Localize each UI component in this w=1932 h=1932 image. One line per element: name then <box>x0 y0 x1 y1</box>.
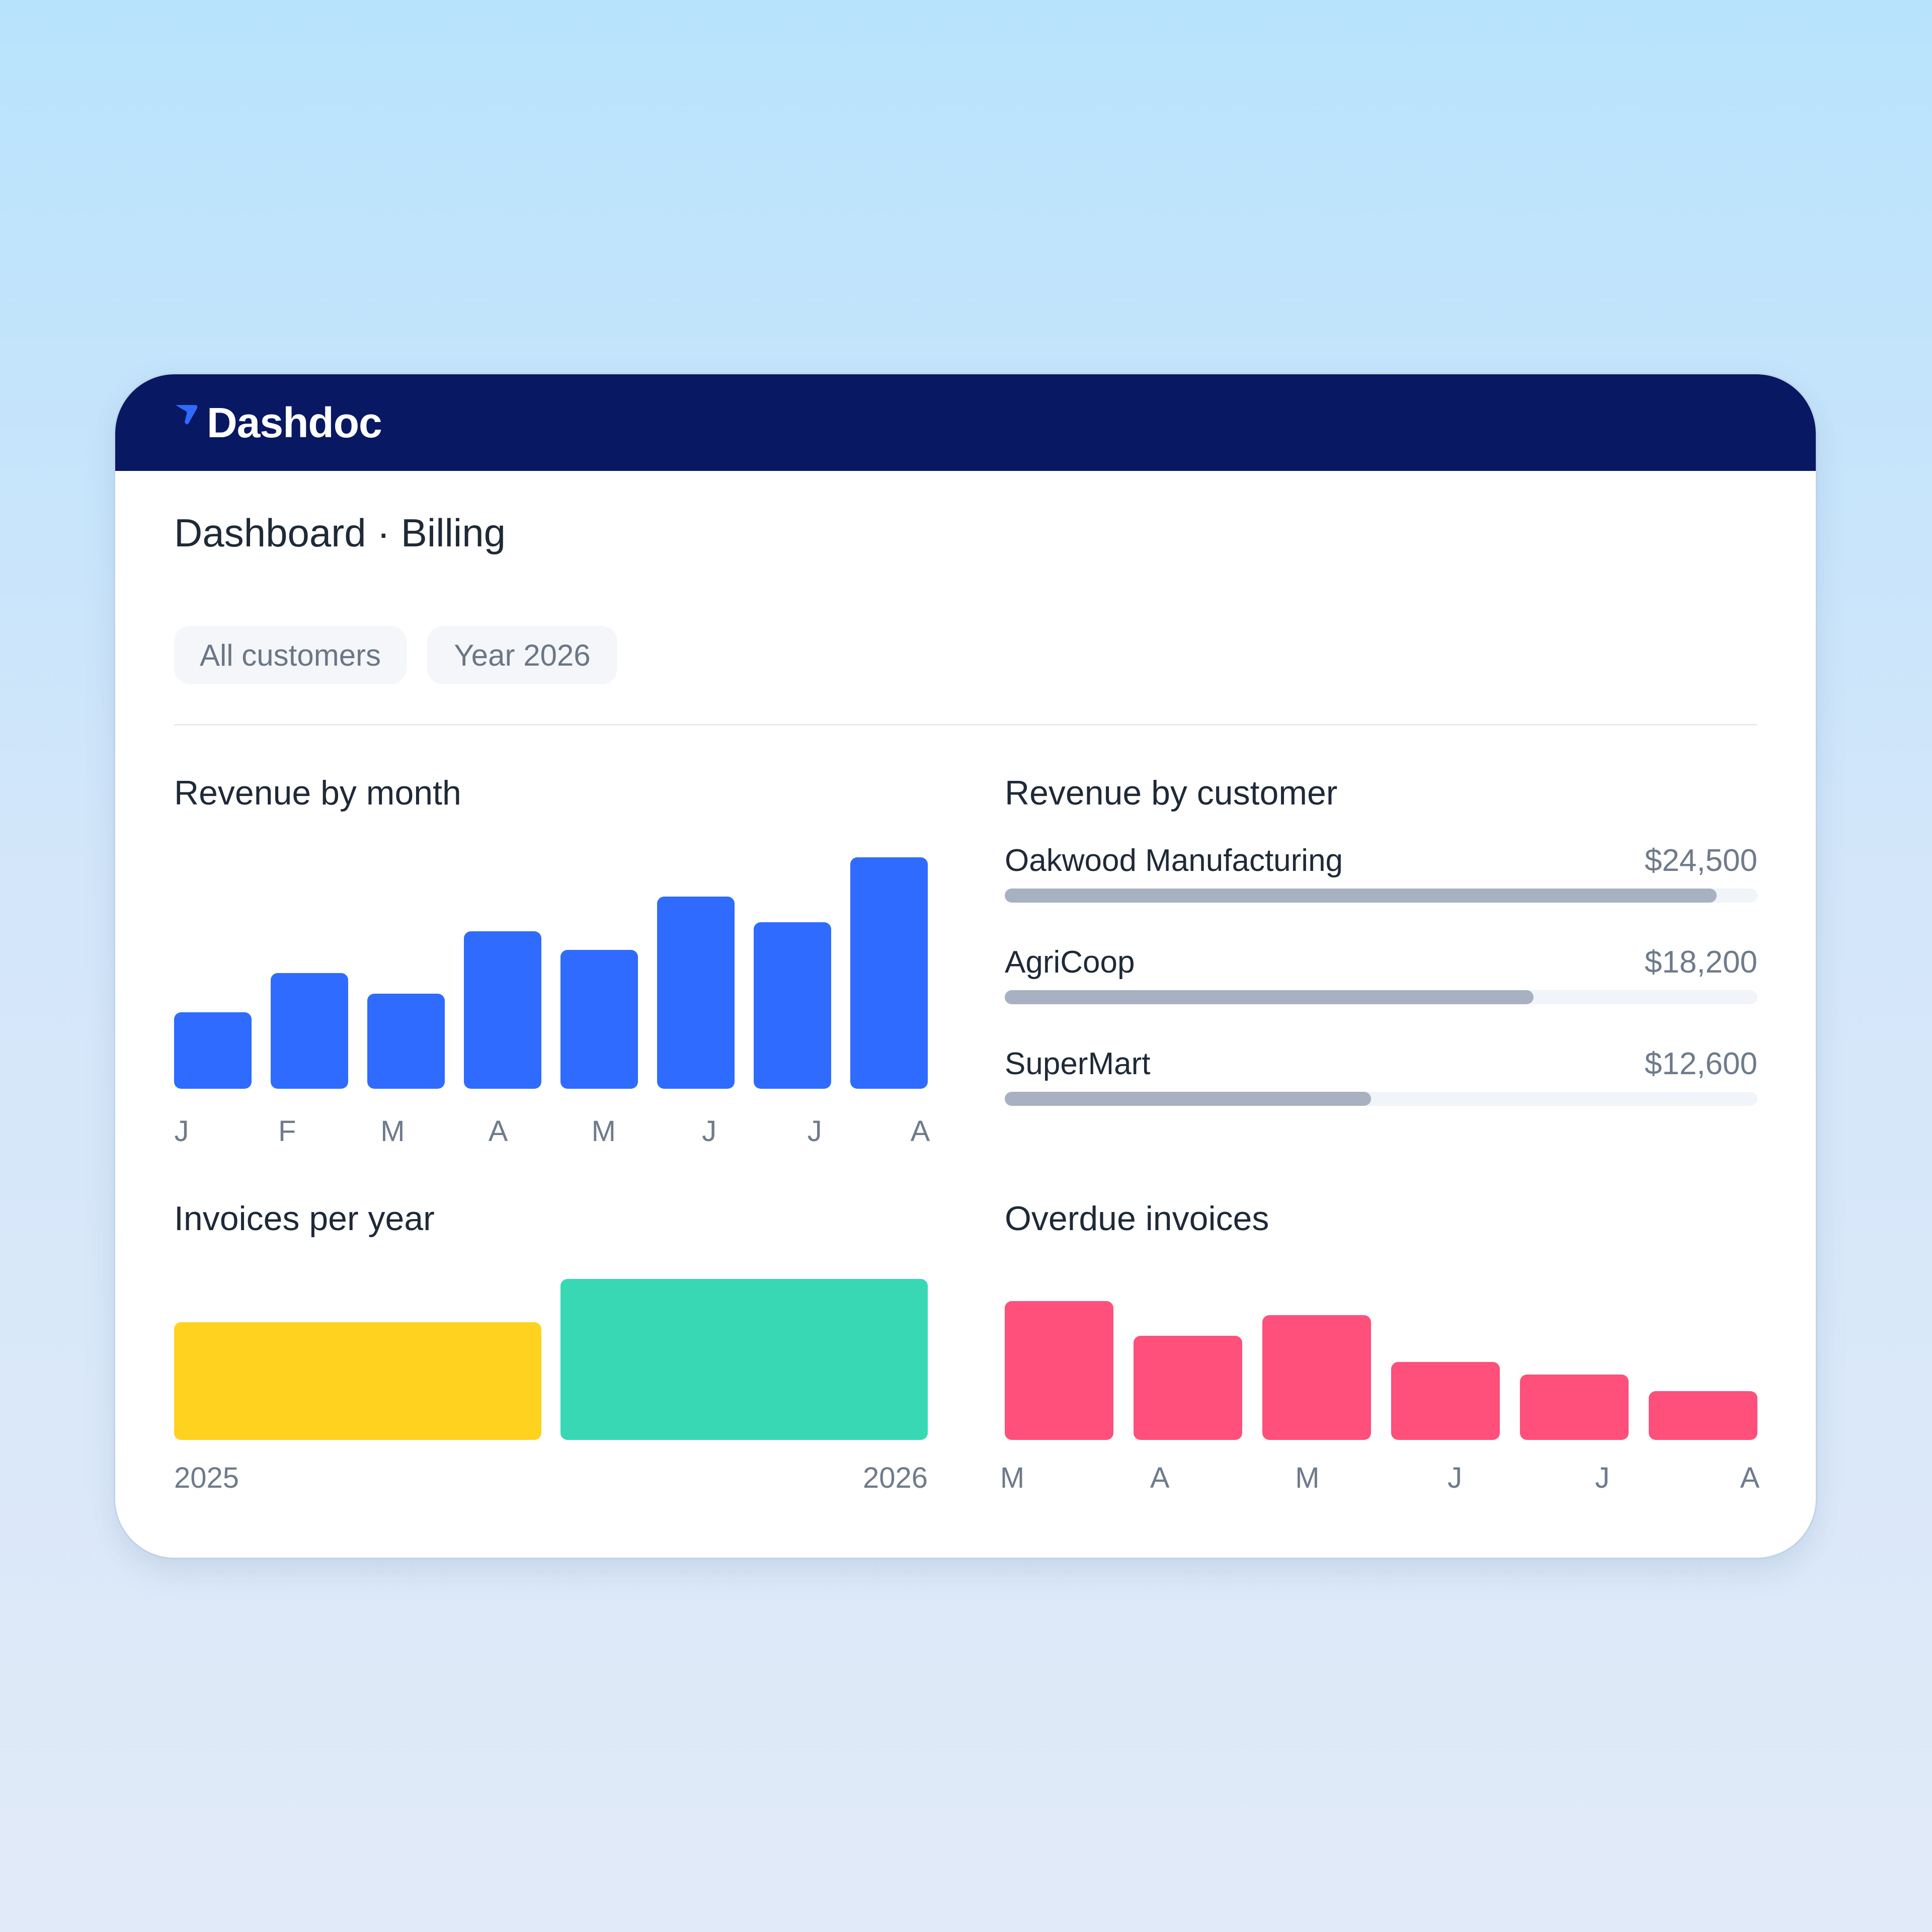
revenue-month-axis-label: J <box>807 1115 822 1148</box>
customer-revenue-value: $12,600 <box>1644 1046 1757 1081</box>
customer-row[interactable]: AgriCoop $18,200 <box>1005 947 1757 1007</box>
logo[interactable]: Dashdoc <box>175 374 382 471</box>
revenue-by-month-title: Revenue by month <box>174 774 461 812</box>
overdue-bar[interactable] <box>1391 1362 1500 1440</box>
revenue-month-bar[interactable] <box>174 1012 252 1089</box>
revenue-month-axis-label: A <box>488 1115 508 1148</box>
revenue-month-axis-label: A <box>910 1115 930 1148</box>
overdue-bar[interactable] <box>1262 1315 1371 1440</box>
invoices-per-year-chart <box>174 1279 928 1440</box>
customer-revenue-bar <box>1005 1092 1371 1106</box>
customer-row[interactable]: SuperMart $12,600 <box>1005 1049 1757 1109</box>
revenue-month-axis-label: F <box>278 1115 296 1148</box>
customer-revenue-track <box>1005 889 1757 903</box>
overdue-bar[interactable] <box>1005 1301 1113 1440</box>
revenue-month-bar[interactable] <box>464 931 541 1089</box>
overdue-invoices-chart <box>1005 1301 1757 1440</box>
revenue-month-axis-label: M <box>380 1115 405 1148</box>
filter-chip-customers[interactable]: All customers <box>174 626 407 684</box>
overdue-bar[interactable] <box>1649 1391 1757 1440</box>
revenue-month-axis-label: M <box>591 1115 616 1148</box>
logo-mark-icon <box>176 405 198 425</box>
overdue-axis-label: J <box>1595 1462 1610 1494</box>
overdue-axis-label: M <box>1000 1462 1025 1494</box>
revenue-month-bar[interactable] <box>271 973 348 1089</box>
customer-name: AgriCoop <box>1005 945 1135 980</box>
revenue-month-bar[interactable] <box>754 922 831 1089</box>
invoices-per-year-title: Invoices per year <box>174 1199 435 1238</box>
revenue-by-month-chart <box>174 857 928 1089</box>
revenue-month-bar[interactable] <box>657 897 735 1089</box>
top-bar: Dashdoc <box>115 374 1816 471</box>
overdue-axis-label: M <box>1295 1462 1320 1494</box>
invoices-year-axis-label: 2025 <box>174 1462 239 1494</box>
revenue-month-bar[interactable] <box>367 994 445 1089</box>
invoices-year-axis-label: 2026 <box>862 1462 928 1494</box>
revenue-by-customer-title: Revenue by customer <box>1005 774 1338 812</box>
invoices-year-bar[interactable] <box>560 1279 928 1440</box>
customer-revenue-track <box>1005 1092 1757 1106</box>
invoices-year-bar[interactable] <box>174 1322 541 1440</box>
overdue-bar[interactable] <box>1134 1336 1242 1440</box>
customer-revenue-bar <box>1005 990 1534 1004</box>
overdue-axis-label: A <box>1740 1462 1760 1494</box>
dashboard-card: Dashdoc Dashboard · Billing All customer… <box>115 374 1816 1558</box>
overdue-bar[interactable] <box>1520 1375 1629 1440</box>
brand-name: Dashdoc <box>207 398 382 446</box>
overdue-axis-label: J <box>1447 1462 1463 1494</box>
customer-revenue-bar <box>1005 889 1717 903</box>
revenue-month-bar[interactable] <box>850 857 928 1089</box>
customer-revenue-value: $24,500 <box>1644 843 1757 878</box>
overdue-invoices-title: Overdue invoices <box>1005 1199 1269 1238</box>
invoices-per-year-axis: 2025 2026 <box>174 1464 928 1499</box>
overdue-axis-label: A <box>1150 1462 1170 1494</box>
customer-name: SuperMart <box>1005 1046 1151 1081</box>
customer-row[interactable]: Oakwood Manufacturing $24,500 <box>1005 845 1757 906</box>
customer-revenue-track <box>1005 990 1757 1004</box>
divider <box>174 724 1757 726</box>
page-title: Dashboard · Billing <box>174 511 506 555</box>
revenue-month-bar[interactable] <box>560 950 638 1089</box>
customer-revenue-value: $18,200 <box>1644 945 1757 980</box>
customer-name: Oakwood Manufacturing <box>1005 843 1343 878</box>
filter-chip-year[interactable]: Year 2026 <box>427 626 617 684</box>
revenue-month-axis-label: J <box>174 1115 189 1148</box>
revenue-month-axis-label: J <box>702 1115 717 1148</box>
